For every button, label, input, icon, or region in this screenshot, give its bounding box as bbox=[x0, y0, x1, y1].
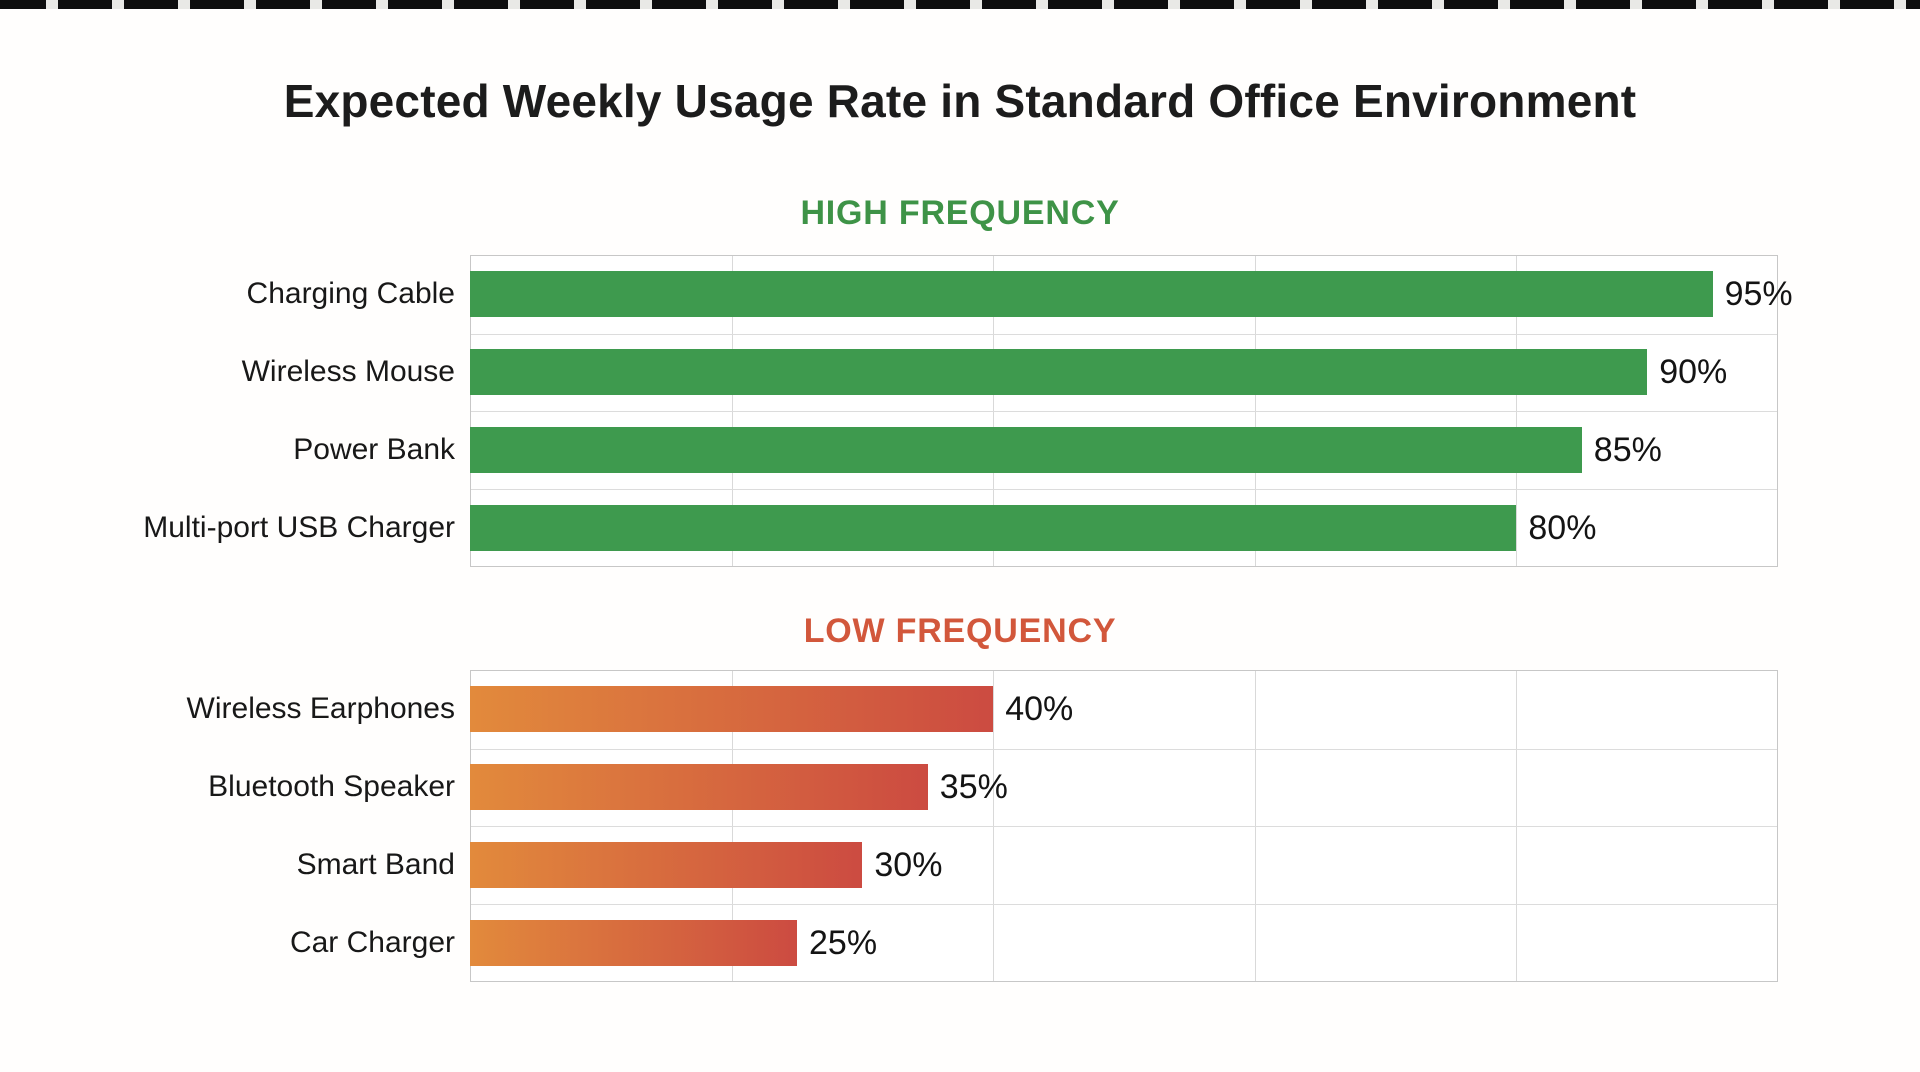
chart-row: Charging Cable 95% bbox=[0, 255, 1793, 333]
bar bbox=[470, 271, 1713, 317]
row-separator bbox=[471, 488, 1777, 490]
bar-track: 95% bbox=[470, 255, 1793, 333]
bar-value-label: 80% bbox=[1528, 508, 1597, 547]
section-title-low-frequency: LOW FREQUENCY bbox=[803, 612, 1117, 650]
bar bbox=[470, 842, 863, 888]
bar-track: 25% bbox=[470, 904, 1778, 982]
row-separator bbox=[471, 826, 1777, 827]
bar-value-label: 85% bbox=[1593, 430, 1662, 469]
bar-track: 85% bbox=[470, 411, 1778, 489]
bar bbox=[470, 349, 1648, 395]
bar bbox=[470, 764, 928, 810]
category-label: Car Charger bbox=[289, 926, 455, 959]
bar bbox=[470, 427, 1582, 473]
section-title-high-frequency: HIGH FREQUENCY bbox=[800, 194, 1120, 232]
bar-track: 30% bbox=[470, 826, 1778, 904]
low-frequency-chart: Wireless Earphones 40% Bluetooth Speaker… bbox=[0, 670, 1778, 982]
chart-rows: Charging Cable 95% Wireless Mouse 90% Po… bbox=[0, 255, 1793, 567]
bar-track: 35% bbox=[470, 748, 1778, 826]
bar-track: 90% bbox=[470, 333, 1778, 411]
high-frequency-chart: Charging Cable 95% Wireless Mouse 90% Po… bbox=[0, 255, 1793, 567]
category-label: Wireless Earphones bbox=[186, 692, 455, 725]
chart-row: Smart Band 30% bbox=[0, 826, 1778, 904]
bar-track: 40% bbox=[470, 670, 1778, 748]
bar-value-label: 25% bbox=[809, 923, 878, 962]
bar-value-label: 95% bbox=[1724, 274, 1793, 313]
chart-row: Bluetooth Speaker 35% bbox=[0, 748, 1778, 826]
bar-value-label: 30% bbox=[874, 845, 943, 884]
top-edge-strip bbox=[0, 0, 1920, 9]
chart-rows: Wireless Earphones 40% Bluetooth Speaker… bbox=[0, 670, 1778, 982]
row-separator bbox=[471, 903, 1777, 905]
bar-track: 80% bbox=[470, 489, 1778, 567]
row-separator bbox=[471, 748, 1777, 750]
category-label: Charging Cable bbox=[246, 277, 455, 310]
bar bbox=[470, 505, 1517, 551]
row-separator bbox=[471, 333, 1777, 335]
bar bbox=[470, 686, 994, 732]
chart-row: Car Charger 25% bbox=[0, 904, 1778, 982]
bar bbox=[470, 920, 797, 966]
category-label: Multi-port USB Charger bbox=[143, 511, 455, 544]
bar-value-label: 40% bbox=[1005, 689, 1074, 728]
category-label: Power Bank bbox=[293, 433, 455, 466]
category-label: Bluetooth Speaker bbox=[208, 770, 455, 803]
category-label: Smart Band bbox=[296, 848, 455, 881]
row-separator bbox=[471, 411, 1777, 412]
bar-value-label: 90% bbox=[1659, 352, 1728, 391]
page-title: Expected Weekly Usage Rate in Standard O… bbox=[283, 75, 1637, 127]
chart-row: Wireless Mouse 90% bbox=[0, 333, 1778, 411]
category-label: Wireless Mouse bbox=[241, 355, 455, 388]
chart-row: Wireless Earphones 40% bbox=[0, 670, 1778, 748]
chart-row: Power Bank 85% bbox=[0, 411, 1778, 489]
chart-row: Multi-port USB Charger 80% bbox=[0, 489, 1778, 567]
bar-value-label: 35% bbox=[939, 767, 1008, 806]
